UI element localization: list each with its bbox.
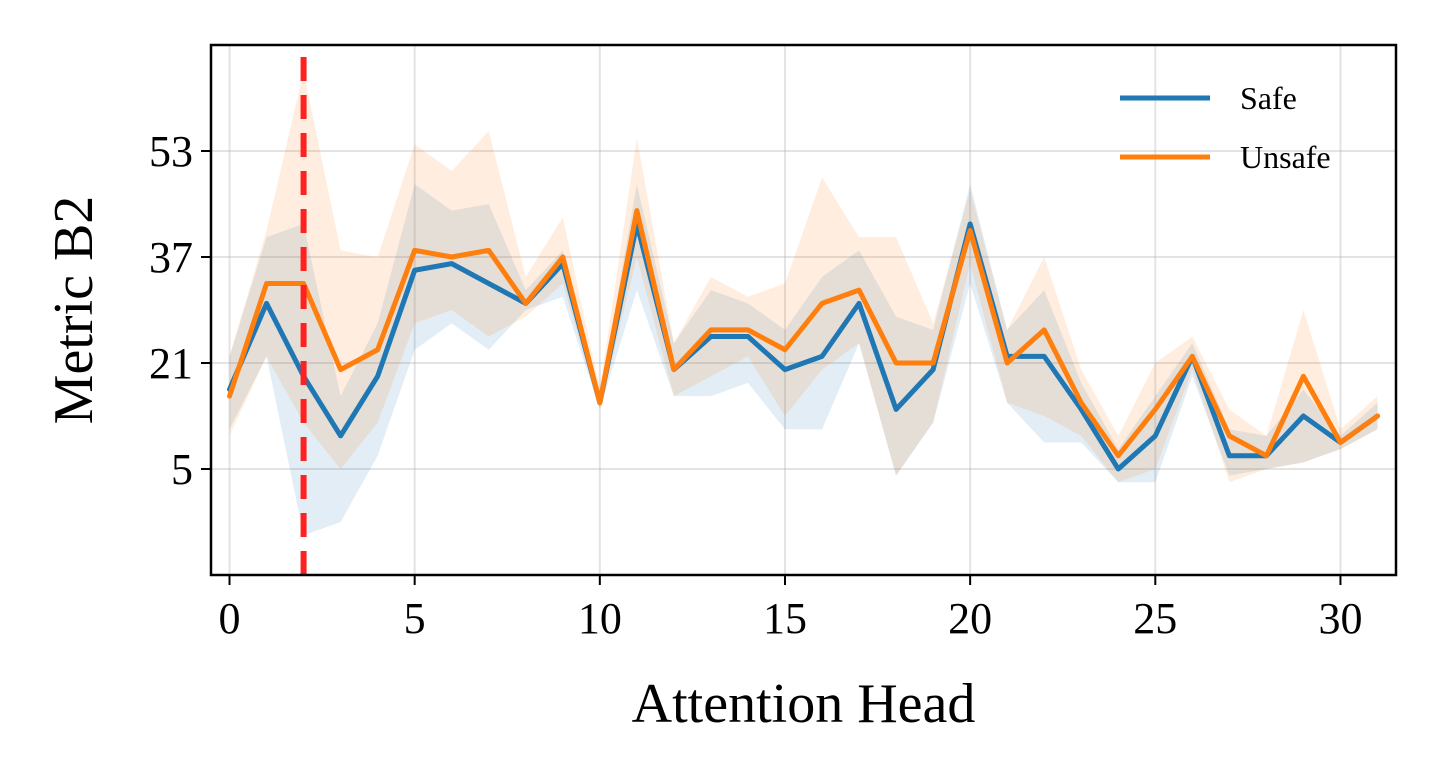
x-tick-label: 0 bbox=[219, 594, 241, 643]
x-axis-label: Attention Head bbox=[632, 673, 976, 735]
y-tick-label: 53 bbox=[149, 127, 193, 176]
series-lines bbox=[227, 208, 1380, 472]
x-tick-label: 15 bbox=[763, 594, 807, 643]
y-axis-label: Metric B2 bbox=[43, 196, 105, 425]
x-tick-label: 25 bbox=[1133, 594, 1177, 643]
confidence-band-safe bbox=[229, 184, 1378, 536]
confidence-bands bbox=[229, 71, 1378, 536]
x-axis-ticks: 0 5 10 15 20 25 30 bbox=[219, 575, 1362, 643]
series-line-unsafe bbox=[227, 208, 1380, 459]
y-tick-label: 5 bbox=[171, 445, 193, 494]
y-tick-label: 21 bbox=[149, 339, 193, 388]
confidence-band-unsafe bbox=[229, 71, 1378, 483]
x-tick-label: 20 bbox=[948, 594, 992, 643]
y-tick-label: 37 bbox=[149, 233, 193, 282]
legend-label-unsafe: Unsafe bbox=[1240, 139, 1331, 175]
x-tick-label: 10 bbox=[578, 594, 622, 643]
legend-label-safe: Safe bbox=[1240, 80, 1297, 116]
plot-frame bbox=[209, 43, 1398, 577]
y-axis-ticks: 5 21 37 53 bbox=[149, 127, 211, 494]
x-tick-label: 5 bbox=[404, 594, 426, 643]
x-tick-label: 30 bbox=[1318, 594, 1362, 643]
series-line-safe bbox=[227, 221, 1380, 472]
legend: Safe Unsafe bbox=[1120, 80, 1331, 175]
